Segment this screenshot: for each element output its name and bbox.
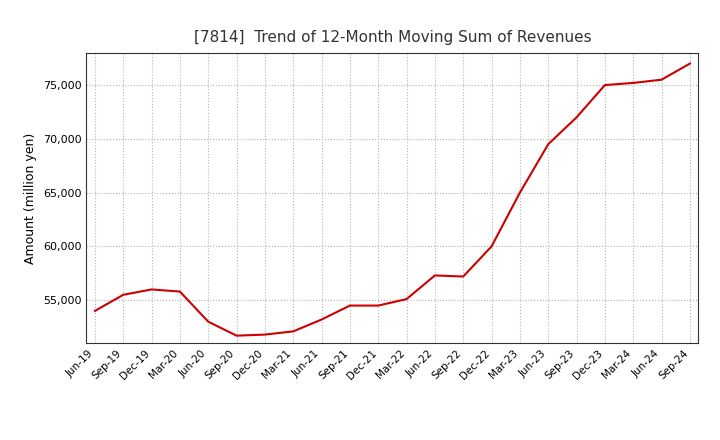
Y-axis label: Amount (million yen): Amount (million yen) bbox=[24, 132, 37, 264]
Title: [7814]  Trend of 12-Month Moving Sum of Revenues: [7814] Trend of 12-Month Moving Sum of R… bbox=[194, 29, 591, 45]
